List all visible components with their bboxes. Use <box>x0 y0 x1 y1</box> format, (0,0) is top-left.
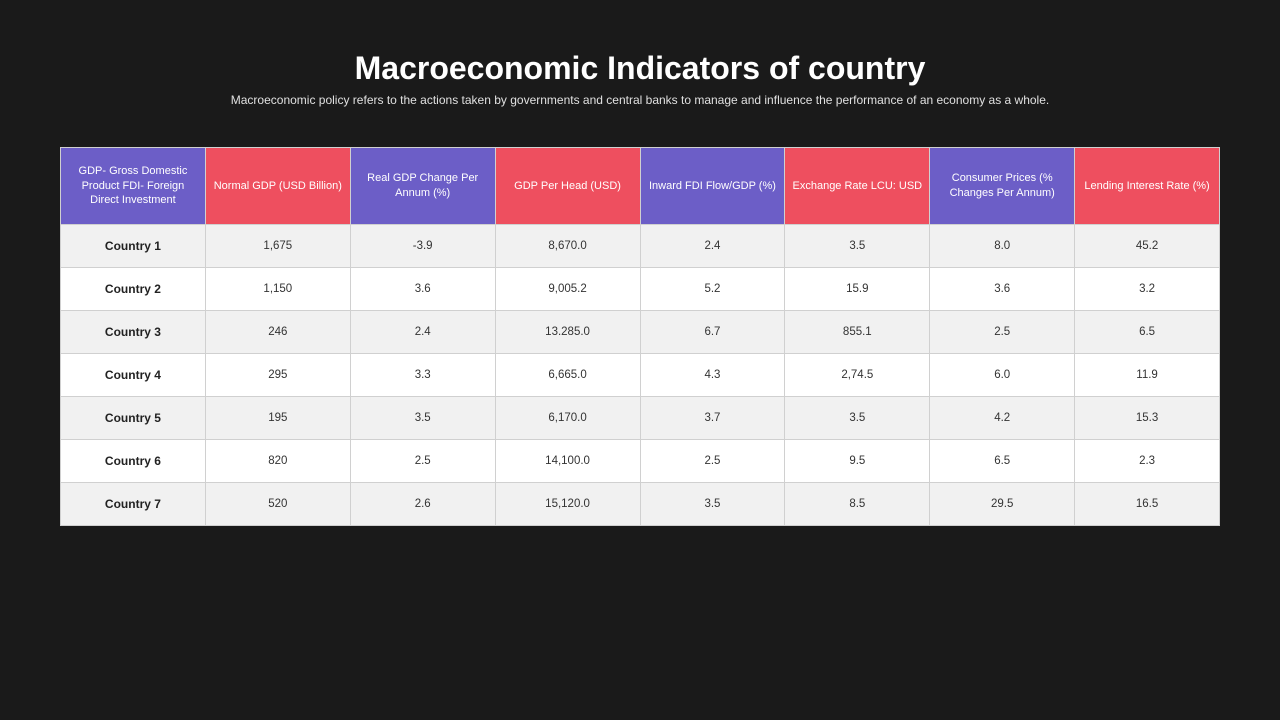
table-row: Country 21,1503.69,005.25.215.93.63.2 <box>61 268 1219 310</box>
data-cell: 1,150 <box>206 268 350 310</box>
column-header-7: Lending Interest Rate (%) <box>1075 148 1219 224</box>
data-cell: 9.5 <box>785 440 929 482</box>
data-cell: 2.5 <box>351 440 495 482</box>
data-cell: 2.5 <box>930 311 1074 353</box>
data-cell: 6.5 <box>930 440 1074 482</box>
table-row: Country 11,675-3.98,670.02.43.58.045.2 <box>61 225 1219 267</box>
data-cell: 45.2 <box>1075 225 1219 267</box>
data-cell: 5.2 <box>641 268 785 310</box>
data-cell: 8.0 <box>930 225 1074 267</box>
data-cell: 2.4 <box>351 311 495 353</box>
data-cell: 3.2 <box>1075 268 1219 310</box>
row-label: Country 5 <box>61 397 205 439</box>
data-cell: 6.5 <box>1075 311 1219 353</box>
column-header-2: Real GDP Change Per Annum (%) <box>351 148 495 224</box>
data-cell: 2.6 <box>351 483 495 525</box>
data-cell: 9,005.2 <box>496 268 640 310</box>
data-cell: 295 <box>206 354 350 396</box>
table-row: Country 51953.56,170.03.73.54.215.3 <box>61 397 1219 439</box>
data-cell: 13.285.0 <box>496 311 640 353</box>
data-cell: 520 <box>206 483 350 525</box>
data-cell: 15,120.0 <box>496 483 640 525</box>
column-header-6: Consumer Prices (% Changes Per Annum) <box>930 148 1074 224</box>
table-row: Country 68202.514,100.02.59.56.52.3 <box>61 440 1219 482</box>
indicators-table: GDP- Gross Domestic Product FDI- Foreign… <box>60 147 1220 526</box>
data-cell: 2.4 <box>641 225 785 267</box>
column-header-4: Inward FDI Flow/GDP (%) <box>641 148 785 224</box>
data-cell: 15.3 <box>1075 397 1219 439</box>
data-cell: 855.1 <box>785 311 929 353</box>
page-title: Macroeconomic Indicators of country <box>60 50 1220 87</box>
column-header-0: GDP- Gross Domestic Product FDI- Foreign… <box>61 148 205 224</box>
data-cell: 195 <box>206 397 350 439</box>
table-row: Country 75202.615,120.03.58.529.516.5 <box>61 483 1219 525</box>
data-cell: 3.6 <box>351 268 495 310</box>
row-label: Country 4 <box>61 354 205 396</box>
row-label: Country 2 <box>61 268 205 310</box>
data-cell: 3.6 <box>930 268 1074 310</box>
row-label: Country 7 <box>61 483 205 525</box>
data-cell: 2.5 <box>641 440 785 482</box>
data-cell: 6.0 <box>930 354 1074 396</box>
data-cell: 14,100.0 <box>496 440 640 482</box>
data-cell: 2,74.5 <box>785 354 929 396</box>
table-row: Country 42953.36,665.04.32,74.56.011.9 <box>61 354 1219 396</box>
data-cell: 3.5 <box>785 397 929 439</box>
data-cell: 29.5 <box>930 483 1074 525</box>
data-cell: -3.9 <box>351 225 495 267</box>
data-cell: 246 <box>206 311 350 353</box>
row-label: Country 1 <box>61 225 205 267</box>
data-cell: 3.7 <box>641 397 785 439</box>
data-cell: 8,670.0 <box>496 225 640 267</box>
column-header-5: Exchange Rate LCU: USD <box>785 148 929 224</box>
data-cell: 2.3 <box>1075 440 1219 482</box>
table-row: Country 32462.413.285.06.7855.12.56.5 <box>61 311 1219 353</box>
data-cell: 3.3 <box>351 354 495 396</box>
data-cell: 3.5 <box>351 397 495 439</box>
row-label: Country 6 <box>61 440 205 482</box>
data-cell: 16.5 <box>1075 483 1219 525</box>
data-cell: 15.9 <box>785 268 929 310</box>
data-cell: 3.5 <box>785 225 929 267</box>
data-cell: 11.9 <box>1075 354 1219 396</box>
column-header-3: GDP Per Head (USD) <box>496 148 640 224</box>
data-cell: 1,675 <box>206 225 350 267</box>
data-cell: 820 <box>206 440 350 482</box>
data-cell: 3.5 <box>641 483 785 525</box>
table-header-row: GDP- Gross Domestic Product FDI- Foreign… <box>61 148 1219 224</box>
data-cell: 4.3 <box>641 354 785 396</box>
data-cell: 6,665.0 <box>496 354 640 396</box>
page-subtitle: Macroeconomic policy refers to the actio… <box>60 93 1220 107</box>
data-cell: 8.5 <box>785 483 929 525</box>
data-cell: 6,170.0 <box>496 397 640 439</box>
data-cell: 6.7 <box>641 311 785 353</box>
data-cell: 4.2 <box>930 397 1074 439</box>
column-header-1: Normal GDP (USD Billion) <box>206 148 350 224</box>
row-label: Country 3 <box>61 311 205 353</box>
